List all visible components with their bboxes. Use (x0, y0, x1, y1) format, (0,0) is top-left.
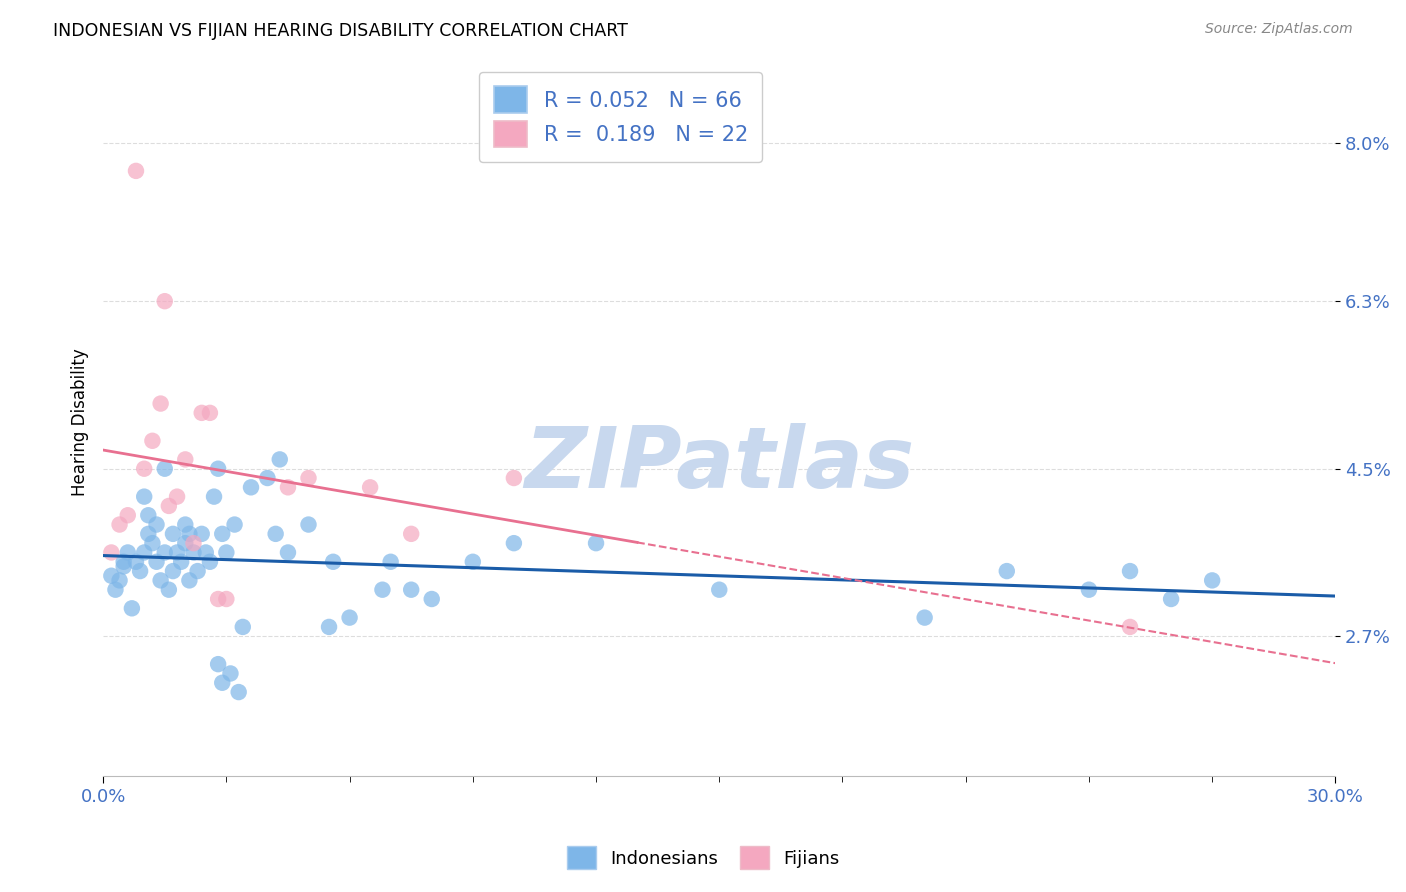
Point (194, 545, 217, 559)
Point (183, 536, 205, 550)
Point (502, 536, 524, 550)
Legend: R = 0.052   N = 66, R =  0.189   N = 22: R = 0.052 N = 66, R = 0.189 N = 22 (479, 72, 762, 161)
Point (134, 461, 156, 475)
Point (297, 517, 319, 532)
Y-axis label: Hearing Disability: Hearing Disability (72, 348, 89, 496)
Point (240, 480, 263, 494)
Point (202, 490, 225, 504)
Text: INDONESIAN VS FIJIAN HEARING DISABILITY CORRELATION CHART: INDONESIAN VS FIJIAN HEARING DISABILITY … (53, 22, 628, 40)
Point (125, 555, 148, 569)
Point (228, 685, 250, 699)
Point (399, 526, 422, 541)
Point (1160, 592, 1182, 607)
Point (179, 526, 201, 541)
Point (1078, 582, 1101, 597)
Point (224, 517, 246, 532)
Point (157, 582, 180, 597)
Point (1119, 620, 1142, 634)
Point (112, 555, 135, 569)
Point (264, 526, 287, 541)
Point (134, 490, 156, 504)
Point (215, 592, 238, 607)
Point (1201, 574, 1223, 588)
Point (187, 564, 209, 578)
Point (211, 675, 233, 690)
Point (399, 582, 422, 597)
Point (153, 461, 176, 475)
Point (141, 536, 163, 550)
Point (174, 452, 197, 467)
Point (100, 568, 122, 582)
Point (207, 461, 229, 475)
Point (318, 620, 340, 634)
Point (117, 508, 139, 523)
Point (174, 517, 197, 532)
Point (914, 610, 936, 624)
Point (198, 406, 221, 420)
Point (190, 406, 212, 420)
Point (322, 555, 344, 569)
Point (149, 574, 172, 588)
Point (256, 471, 278, 485)
Point (709, 582, 731, 597)
Point (359, 480, 381, 494)
Point (190, 526, 212, 541)
Point (269, 452, 291, 467)
Point (162, 526, 184, 541)
Point (166, 545, 188, 559)
Point (112, 559, 135, 574)
Point (121, 601, 143, 615)
Point (174, 536, 197, 550)
Point (108, 574, 131, 588)
Text: ZIPatlas: ZIPatlas (524, 423, 914, 506)
Point (371, 582, 394, 597)
Point (183, 545, 205, 559)
Point (420, 592, 443, 607)
Text: Source: ZipAtlas.com: Source: ZipAtlas.com (1205, 22, 1353, 37)
Point (1119, 564, 1142, 578)
Point (134, 545, 156, 559)
Point (219, 666, 242, 681)
Point (145, 517, 167, 532)
Point (157, 499, 180, 513)
Point (211, 526, 233, 541)
Point (215, 545, 238, 559)
Point (166, 490, 188, 504)
Point (297, 471, 319, 485)
Point (136, 508, 159, 523)
Point (995, 564, 1018, 578)
Point (380, 555, 402, 569)
Point (198, 555, 221, 569)
Point (585, 536, 607, 550)
Point (502, 471, 524, 485)
Point (117, 545, 139, 559)
Point (162, 564, 184, 578)
Point (277, 480, 299, 494)
Point (104, 582, 127, 597)
Point (153, 294, 176, 309)
Point (108, 517, 131, 532)
Legend: Indonesians, Fijians: Indonesians, Fijians (558, 838, 848, 879)
Point (136, 526, 159, 541)
Point (461, 555, 484, 569)
Point (125, 164, 148, 178)
Point (207, 592, 229, 607)
Point (100, 545, 122, 559)
Point (170, 555, 193, 569)
Point (277, 545, 299, 559)
Point (339, 610, 361, 624)
Point (141, 434, 163, 448)
Point (129, 564, 152, 578)
Point (145, 555, 167, 569)
Point (179, 574, 201, 588)
Point (149, 396, 172, 410)
Point (232, 620, 254, 634)
Point (207, 657, 229, 672)
Point (153, 545, 176, 559)
